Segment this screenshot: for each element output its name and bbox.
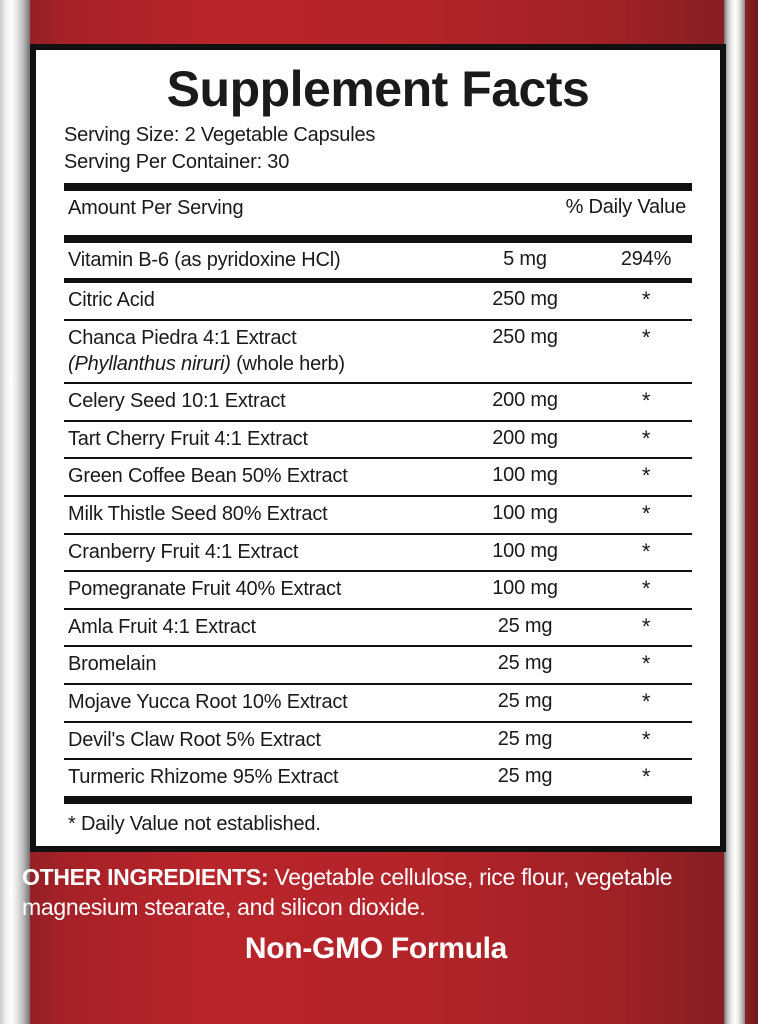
ingredient-daily-value: *	[641, 576, 651, 602]
ingredient-daily-value: *	[641, 463, 651, 489]
ingredient-daily-value: 294%	[620, 247, 672, 270]
ingredient-name: Pomegranate Fruit 40% Extract	[68, 578, 342, 601]
row-separator	[64, 419, 692, 422]
ingredient-daily-value: *	[641, 388, 651, 414]
ingredient-amount: 25 mg	[497, 652, 553, 675]
ingredient-daily-value: *	[641, 688, 651, 714]
ingredient-name: Amla Fruit 4:1 Extract	[68, 615, 256, 638]
row-separator	[64, 682, 692, 685]
row-separator	[64, 758, 692, 761]
row-separator	[64, 607, 692, 610]
table-row: Celery Seed 10:1 Extract 200 mg *	[60, 384, 696, 420]
ingredient-latin-name: (Phyllanthus niruri)	[68, 352, 231, 375]
table-row: Devil's Claw Root 5% Extract 25 mg *	[60, 723, 696, 759]
ingredient-amount: 25 mg	[497, 765, 553, 788]
row-separator	[64, 382, 692, 385]
table-row: Pomegranate Fruit 40% Extract 100 mg *	[60, 572, 696, 608]
daily-value-footnote: * Daily Value not established.	[68, 812, 321, 835]
non-gmo-formula-text: Non-GMO Formula	[244, 932, 508, 965]
ingredient-name: Vitamin B-6 (as pyridoxine HCl)	[68, 248, 341, 271]
ingredient-plant-part: (whole herb)	[230, 352, 345, 375]
ingredient-name: Milk Thistle Seed 80% Extract	[68, 502, 328, 525]
table-row: Bromelain 25 mg *	[60, 647, 696, 683]
table-row: Amla Fruit 4:1 Extract 25 mg *	[60, 610, 696, 646]
ingredient-amount: 250 mg	[492, 288, 558, 311]
ingredient-name: Celery Seed 10:1 Extract	[68, 390, 286, 413]
ingredient-daily-value: *	[641, 613, 651, 639]
ingredient-amount: 25 mg	[497, 614, 553, 637]
row-separator	[64, 457, 692, 460]
ingredient-daily-value: *	[641, 287, 651, 313]
ingredient-name: Devil's Claw Root 5% Extract	[68, 728, 321, 751]
ingredient-name: Tart Cherry Fruit 4:1 Extract	[68, 427, 308, 450]
ingredient-amount: 100 mg	[492, 539, 558, 562]
ingredient-amount: 200 mg	[492, 426, 558, 449]
amount-per-serving-header: Amount Per Serving	[68, 197, 244, 220]
daily-value-header: % Daily Value	[565, 196, 687, 219]
table-row: Green Coffee Bean 50% Extract 100 mg *	[60, 459, 696, 495]
ingredient-name: Green Coffee Bean 50% Extract	[68, 465, 348, 488]
other-ingredients-text: Vegetable cellulose, rice flour, vegetab…	[22, 864, 673, 921]
ingredient-name: Cranberry Fruit 4:1 Extract	[68, 540, 299, 563]
ingredient-daily-value: *	[641, 324, 651, 350]
table-row: Tart Cherry Fruit 4:1 Extract 200 mg *	[60, 422, 696, 458]
ingredient-daily-value: *	[641, 651, 651, 677]
ingredient-daily-value: *	[641, 425, 651, 451]
ingredient-daily-value: *	[641, 726, 651, 752]
table-row: Turmeric Rhizome 95% Extract 25 mg *	[60, 760, 696, 796]
table-row: Vitamin B-6 (as pyridoxine HCl) 5 mg 294%	[60, 243, 696, 279]
ingredient-amount: 100 mg	[492, 501, 558, 524]
table-row: Milk Thistle Seed 80% Extract 100 mg *	[60, 497, 696, 533]
table-row: Chanca Piedra 4:1 Extract (Phyllanthus ni…	[60, 321, 696, 382]
ingredient-name: Mojave Yucca Root 10% Extract	[68, 690, 348, 713]
page-title: Supplement Facts	[166, 61, 590, 117]
ingredient-name: Bromelain	[68, 653, 157, 676]
ingredient-amount: 5 mg	[503, 247, 547, 270]
other-ingredients-block: OTHER INGREDIENTS: Vegetable cellulose, …	[22, 862, 734, 923]
ingredients-table: Vitamin B-6 (as pyridoxine HCl) 5 mg 294% C…	[60, 243, 696, 796]
table-row: Mojave Yucca Root 10% Extract 25 mg *	[60, 685, 696, 721]
serving-per-container-text: Serving Per Container: 30	[64, 150, 290, 173]
other-ingredients-label: OTHER INGREDIENTS:	[22, 864, 269, 890]
row-separator	[64, 278, 692, 284]
supplement-facts-panel: Supplement Facts Serving Size: 2 Vegetab…	[30, 44, 726, 852]
row-separator	[64, 720, 692, 723]
ingredient-amount: 250 mg	[492, 325, 558, 348]
row-separator	[64, 570, 692, 573]
table-row: Cranberry Fruit 4:1 Extract 100 mg *	[60, 535, 696, 571]
bottle-edge-shadow-right	[745, 0, 758, 1024]
rule-above-footnote	[64, 795, 692, 804]
ingredient-amount: 25 mg	[497, 689, 553, 712]
ingredient-daily-value: *	[641, 500, 651, 526]
serving-size-text: Serving Size: 2 Vegetable Capsules	[64, 124, 376, 146]
ingredient-amount: 25 mg	[497, 727, 553, 750]
ingredient-amount: 100 mg	[492, 577, 558, 600]
ingredient-daily-value: *	[641, 764, 651, 790]
ingredient-amount: 100 mg	[492, 464, 558, 487]
row-separator	[64, 318, 692, 321]
table-row: Citric Acid 250 mg *	[60, 283, 696, 319]
ingredient-amount: 200 mg	[492, 389, 558, 412]
ingredient-name: Chanca Piedra 4:1 Extract (Phyllanthus ni…	[68, 326, 345, 375]
row-separator	[64, 532, 692, 535]
ingredient-name: Citric Acid	[68, 289, 155, 312]
row-separator	[64, 645, 692, 648]
row-separator	[64, 494, 692, 497]
table-header-row: Amount Per Serving % Daily Value	[60, 191, 696, 227]
ingredient-daily-value: *	[641, 538, 651, 564]
rule-above-amount-header	[64, 183, 692, 192]
rule-below-amount-header	[64, 234, 692, 243]
ingredient-name: Turmeric Rhizome 95% Extract	[68, 766, 339, 789]
